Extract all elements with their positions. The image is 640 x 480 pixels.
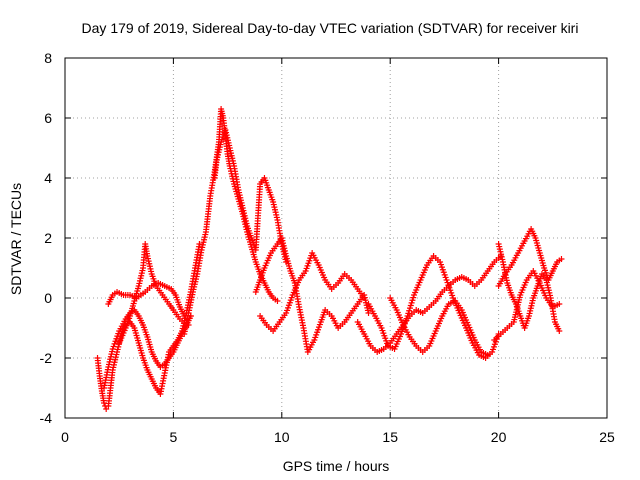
- data-point: [556, 328, 563, 334]
- x-tick-label: 0: [61, 429, 69, 445]
- x-axis-label: GPS time / hours: [283, 458, 390, 474]
- plot-frame: [64, 57, 608, 419]
- x-tick-label: 15: [382, 429, 398, 445]
- y-tick-label: 2: [44, 230, 52, 246]
- grid-lines: [65, 58, 607, 418]
- plot-marks: [94, 106, 565, 412]
- data-point: [407, 302, 414, 309]
- data-point: [484, 352, 491, 358]
- data-point: [196, 241, 203, 247]
- data-point: [410, 294, 417, 301]
- data-point: [405, 310, 412, 317]
- data-point: [365, 310, 372, 316]
- data-point: [409, 297, 416, 304]
- data-point: [558, 256, 565, 262]
- x-tick-label: 5: [170, 429, 178, 445]
- x-tick-labels: 0 5 10 15 20 25: [61, 429, 615, 445]
- data-point: [406, 307, 413, 314]
- y-tick-label: 6: [44, 110, 52, 126]
- y-tick-label: -4: [40, 410, 53, 426]
- y-axis-label: SDTVAR / TECUs: [8, 183, 24, 295]
- data-point: [361, 295, 368, 301]
- y-tick-label: 0: [44, 290, 52, 306]
- data-point: [406, 305, 413, 312]
- y-tick-label: 8: [44, 50, 52, 66]
- data-point: [274, 298, 281, 304]
- x-tick-label: 20: [491, 429, 507, 445]
- data-point: [404, 313, 411, 319]
- y-tick-label: -2: [40, 350, 53, 366]
- y-tick-label: 4: [44, 170, 52, 186]
- y-tick-labels: -4 -2 0 2 4 6 8: [40, 50, 53, 426]
- x-tick-label: 25: [599, 429, 615, 445]
- chart-title: Day 179 of 2019, Sidereal Day-to-day VTE…: [82, 20, 579, 36]
- data-point: [408, 299, 415, 306]
- x-tick-label: 10: [274, 429, 290, 445]
- data-point: [556, 301, 563, 307]
